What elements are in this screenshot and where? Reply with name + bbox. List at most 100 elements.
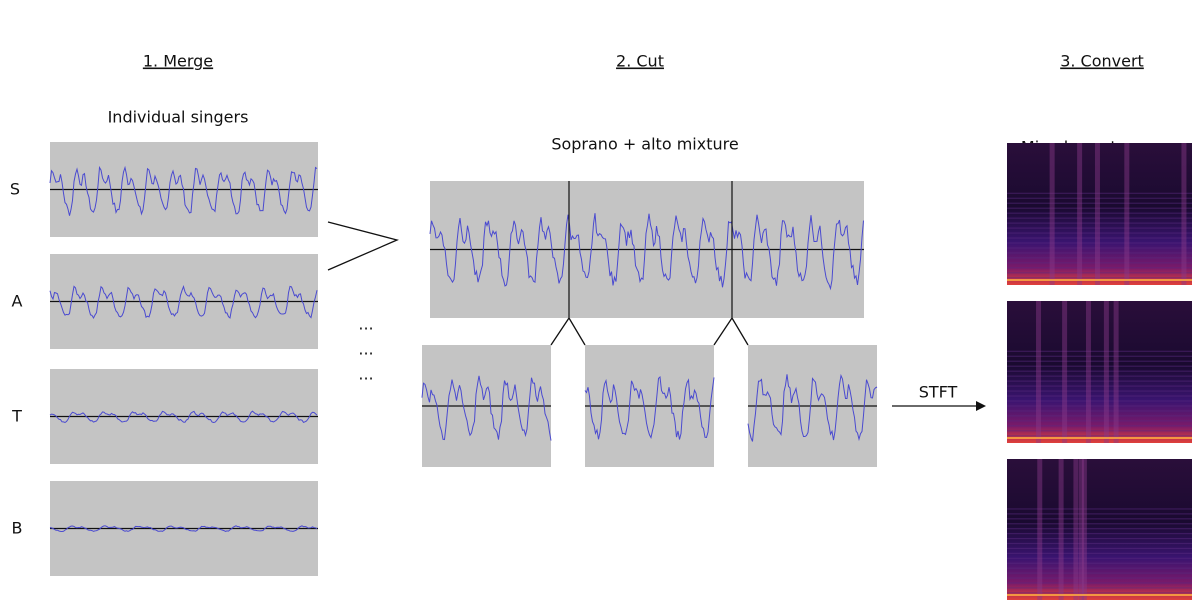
spectrogram-band — [1007, 425, 1192, 427]
spectrogram-band — [1007, 360, 1192, 362]
spectrogram-band — [1007, 242, 1192, 244]
waveform — [49, 525, 318, 533]
spectrogram-band — [1007, 252, 1192, 254]
spectrogram-onset — [1062, 301, 1068, 443]
spectrogram-onset — [1081, 459, 1087, 600]
waveform — [49, 285, 318, 320]
spectrogram-band — [1007, 227, 1192, 229]
spectrogram-band — [1007, 533, 1192, 535]
spectrogram-band — [1007, 430, 1192, 432]
heading: 1. Merge — [143, 52, 213, 71]
spectrogram-band — [1007, 587, 1192, 589]
spectrogram-band — [1007, 262, 1192, 264]
ellipsis: ... — [358, 340, 373, 359]
spectrogram — [1007, 301, 1192, 443]
ellipsis: ... — [358, 365, 373, 384]
spectrogram-band — [1007, 435, 1192, 437]
spectrogram-band — [1007, 542, 1192, 545]
spectrogram-band — [1007, 350, 1192, 352]
spectrogram-band — [1007, 572, 1192, 574]
spectrogram-band — [1007, 567, 1192, 569]
spectrogram — [1007, 143, 1192, 285]
spectrogram-onset — [1049, 143, 1055, 285]
spectrogram-onset — [1037, 459, 1043, 600]
spectrogram-band — [1007, 365, 1192, 367]
spectrogram-band — [1007, 528, 1192, 530]
spectrogram-band — [1007, 279, 1192, 281]
cut-connector — [550, 316, 749, 346]
caption: Individual singers — [108, 108, 249, 127]
spectrogram-band — [1007, 257, 1192, 259]
spectrogram-band — [1007, 207, 1192, 209]
spectrogram-band — [1007, 400, 1192, 402]
spectrogram-onset — [1181, 143, 1187, 285]
heading: 3. Convert — [1060, 52, 1144, 71]
spectrogram-band — [1007, 222, 1192, 224]
waveform — [429, 213, 864, 291]
spectrogram-onset — [1085, 301, 1091, 443]
spectrogram-band — [1007, 513, 1192, 515]
waveform — [421, 375, 552, 441]
spectrogram-band — [1007, 395, 1192, 397]
spectrogram-band — [1007, 577, 1192, 579]
spectrogram-band — [1007, 355, 1192, 357]
spectrogram-band — [1007, 237, 1192, 239]
heading: 2. Cut — [616, 52, 664, 71]
arrow-head — [976, 401, 986, 411]
spectrogram-band — [1007, 537, 1192, 540]
spectrogram-band — [1007, 523, 1192, 525]
spectrogram-onset — [1094, 143, 1100, 285]
waveform — [49, 165, 318, 216]
caption: Soprano + alto mixture — [551, 135, 738, 154]
spectrogram-onset — [1113, 301, 1119, 443]
spectrogram-band — [1007, 415, 1192, 417]
spectrogram-onset — [1078, 459, 1084, 600]
singer-label: B — [12, 519, 23, 538]
spectrogram-band — [1007, 212, 1192, 214]
spectrogram-band — [1007, 247, 1192, 249]
spectrogram-band — [1007, 557, 1192, 559]
spectrogram-band — [1007, 562, 1192, 564]
spectrogram-band — [1007, 272, 1192, 274]
spectrogram-band — [1007, 390, 1192, 392]
spectrogram-band — [1007, 410, 1192, 412]
spectrogram-onset — [1073, 459, 1079, 600]
spectrogram-band — [1007, 420, 1192, 422]
spectrogram-band — [1007, 197, 1192, 199]
waveform — [49, 410, 318, 424]
spectrogram-band — [1007, 582, 1192, 584]
arrow-label: STFT — [919, 383, 958, 402]
spectrogram-band — [1007, 217, 1192, 219]
singer-label: S — [10, 180, 20, 199]
spectrogram-band — [1007, 375, 1192, 377]
spectrogram-band — [1007, 232, 1192, 234]
spectrogram-band — [1007, 370, 1192, 372]
merge-connector — [327, 221, 399, 271]
spectrogram-band — [1007, 267, 1192, 269]
waveform — [584, 375, 715, 440]
spectrogram-band — [1007, 552, 1192, 554]
spectrogram-band — [1007, 508, 1192, 510]
spectrogram-band — [1007, 592, 1192, 594]
singer-label: T — [11, 407, 22, 426]
spectrogram-band — [1007, 518, 1192, 520]
spectrogram-onset — [1077, 143, 1083, 285]
spectrogram-band — [1007, 202, 1192, 204]
spectrogram-band — [1007, 380, 1192, 382]
waveform — [747, 373, 878, 442]
waveforms — [49, 142, 1192, 600]
spectrogram-band — [1007, 594, 1192, 596]
spectrogram-onset — [1124, 143, 1130, 285]
spectrogram-band — [1007, 192, 1192, 194]
spectrogram-band — [1007, 547, 1192, 550]
singer-label: A — [12, 292, 23, 311]
spectrogram-band — [1007, 405, 1192, 407]
spectrogram-band — [1007, 385, 1192, 387]
spectrogram-onset — [1058, 459, 1064, 600]
ellipsis: ... — [358, 315, 373, 334]
spectrogram-band — [1007, 437, 1192, 439]
spectrogram-onset — [1036, 301, 1042, 443]
spectrogram — [1007, 459, 1192, 600]
spectrogram-band — [1007, 277, 1192, 279]
